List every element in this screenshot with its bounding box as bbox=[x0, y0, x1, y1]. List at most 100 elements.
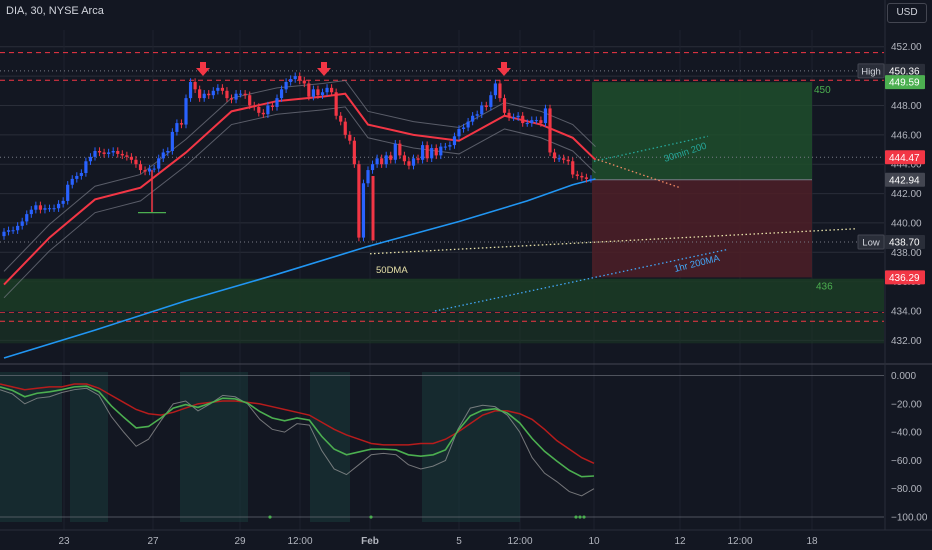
candle bbox=[343, 121, 347, 135]
zone-label-target: 450 bbox=[814, 85, 831, 96]
osc-tick-label: −20.00 bbox=[891, 399, 922, 410]
candle bbox=[557, 158, 561, 160]
candle bbox=[125, 155, 129, 157]
candle bbox=[352, 140, 356, 165]
candle bbox=[398, 143, 402, 156]
candle bbox=[348, 134, 352, 141]
osc-tick-label: −40.00 bbox=[891, 428, 922, 439]
candle bbox=[534, 120, 538, 122]
candle bbox=[457, 128, 461, 137]
price-tag-label-box bbox=[857, 234, 885, 250]
price-tag bbox=[885, 75, 925, 90]
zone-support bbox=[0, 278, 884, 312]
osc-raw-line bbox=[0, 387, 595, 497]
oscillator-axis: 0.000 −20.00 −40.00 −60.00 −80.00 −100.00 bbox=[891, 371, 928, 524]
candle bbox=[525, 123, 529, 125]
candle bbox=[384, 155, 388, 165]
candle bbox=[507, 112, 511, 118]
candle bbox=[425, 145, 429, 159]
price-tag-value: 444.47 bbox=[889, 153, 920, 164]
candle bbox=[580, 175, 584, 178]
candle bbox=[571, 161, 575, 175]
candle bbox=[380, 158, 384, 165]
candle bbox=[493, 83, 497, 96]
candle bbox=[521, 115, 525, 124]
candle bbox=[175, 123, 179, 132]
osc-zone bbox=[0, 372, 62, 522]
candle bbox=[293, 76, 297, 80]
osc-zone bbox=[422, 372, 520, 522]
time-label: 29 bbox=[234, 536, 246, 547]
candle bbox=[138, 164, 143, 171]
currency-button[interactable]: USD bbox=[887, 3, 927, 23]
candle bbox=[275, 98, 279, 107]
candle bbox=[516, 115, 520, 118]
candle bbox=[43, 208, 47, 210]
candle bbox=[512, 117, 516, 119]
candle bbox=[302, 80, 306, 84]
osc-tick-label: −100.00 bbox=[891, 513, 928, 524]
candle bbox=[79, 173, 83, 176]
candle bbox=[116, 150, 120, 154]
candle bbox=[543, 108, 548, 124]
candle bbox=[366, 170, 370, 184]
candle bbox=[530, 120, 534, 124]
candle bbox=[270, 105, 275, 107]
osc-fast-line bbox=[0, 385, 595, 478]
osc-tick-label: 0.000 bbox=[891, 371, 916, 382]
zone-support-2 bbox=[0, 312, 884, 344]
ema-band-upper bbox=[3, 79, 596, 272]
candle bbox=[202, 93, 206, 99]
osc-dot bbox=[268, 515, 272, 519]
candle bbox=[107, 152, 111, 154]
candle bbox=[421, 145, 425, 160]
down-arrow-icon bbox=[497, 62, 511, 76]
candles bbox=[2, 72, 593, 242]
candle bbox=[257, 106, 261, 113]
candle bbox=[502, 98, 507, 113]
candle bbox=[266, 105, 270, 115]
candle bbox=[170, 131, 174, 151]
price-tick-label: 440.00 bbox=[891, 218, 922, 229]
time-axis: 23 27 29 12:00 Feb 5 12:00 10 12 12:00 18 bbox=[58, 536, 818, 547]
candle bbox=[434, 148, 438, 156]
candle bbox=[88, 156, 93, 162]
symbol-title: DIA, 30, NYSE Arca bbox=[6, 5, 104, 17]
osc-tick-label: −60.00 bbox=[891, 456, 922, 467]
candle bbox=[52, 208, 56, 210]
time-label: Feb bbox=[361, 536, 379, 547]
time-label: 23 bbox=[58, 536, 70, 547]
candle bbox=[2, 231, 6, 237]
candle bbox=[25, 214, 29, 222]
candle bbox=[166, 150, 170, 153]
price-tick-label: 434.00 bbox=[891, 307, 922, 318]
time-label: 27 bbox=[147, 536, 159, 547]
candle bbox=[152, 168, 156, 170]
candle bbox=[375, 158, 379, 165]
candle bbox=[34, 205, 38, 210]
candle bbox=[120, 153, 124, 156]
candle bbox=[461, 127, 466, 129]
sma-200-line bbox=[3, 178, 596, 359]
candle bbox=[430, 148, 434, 159]
candle bbox=[562, 158, 566, 160]
candle bbox=[566, 159, 570, 162]
price-tag-label: Low bbox=[862, 238, 880, 249]
price-tag-value: 438.70 bbox=[889, 238, 920, 249]
candle bbox=[411, 158, 416, 166]
price-tick-label: 452.00 bbox=[891, 42, 922, 53]
time-label: 12:00 bbox=[727, 536, 752, 547]
candle bbox=[480, 105, 484, 115]
candle bbox=[111, 150, 115, 153]
price-tag-value: 436.29 bbox=[889, 273, 920, 284]
price-tick-label: 438.00 bbox=[891, 248, 922, 259]
time-label: 12:00 bbox=[507, 536, 532, 547]
zone-stop bbox=[592, 179, 812, 278]
candle bbox=[239, 93, 243, 95]
candle bbox=[97, 150, 102, 153]
candle bbox=[402, 155, 406, 162]
candle bbox=[211, 90, 215, 96]
candle bbox=[443, 146, 447, 148]
candle bbox=[6, 230, 11, 232]
candle bbox=[320, 92, 325, 96]
